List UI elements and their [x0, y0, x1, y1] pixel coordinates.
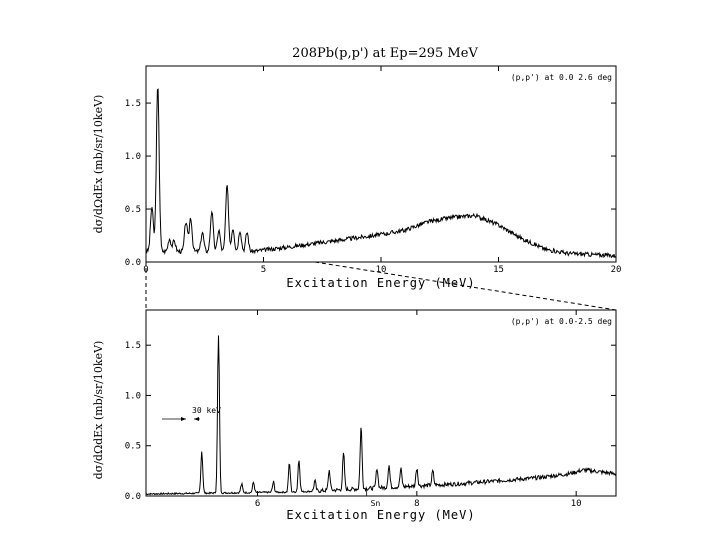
resolution-label: 30 keV: [192, 406, 221, 415]
top-ytick-label: 0.0: [125, 258, 141, 268]
sn-threshold-label: Sn: [371, 499, 381, 508]
zoom-line-right: [314, 261, 617, 311]
bottom-xtick-label: 8: [414, 499, 419, 509]
bottom-annotation: (p,p') at 0.0-2.5 deg: [511, 317, 612, 326]
bottom-xtick-label: 6: [255, 499, 260, 509]
bottom-ytick-label: 0.5: [125, 442, 141, 452]
top-xtick-label: 5: [261, 265, 266, 275]
top-xtick-label: 20: [611, 265, 622, 275]
top-ytick-label: 1.5: [125, 99, 141, 109]
top-ytick-label: 1.0: [125, 152, 141, 162]
top-xtick-label: 10: [376, 265, 387, 275]
bottom-spectrum-line: [145, 335, 617, 496]
top-ytick-label: 0.5: [125, 205, 141, 215]
top-xtick-label: 15: [493, 265, 504, 275]
resolution-marker: 30 keV: [162, 406, 221, 421]
bottom-ytick-label: 1.0: [125, 391, 141, 401]
bottom-ytick-label: 1.5: [125, 341, 141, 351]
bottom-xtick-label: 10: [571, 499, 582, 509]
bottom-ylabel: dσ/dΩdEx (mb/sr/10keV): [92, 341, 105, 480]
bottom-plot-frame: [145, 309, 617, 497]
sn-threshold-marker: Sn: [366, 488, 381, 508]
chart-title: 208Pb(p,p') at Ep=295 MeV: [292, 46, 478, 61]
top-ylabel: dσ/dΩdEx (mb/sr/10keV): [92, 95, 105, 234]
top-annotation: (p,p') at 0.0 2.6 deg: [511, 73, 612, 82]
bottom-xlabel: Excitation Energy (MeV): [286, 508, 475, 522]
top-axis-ticks: 051015200.00.51.01.5: [125, 66, 622, 275]
top-spectrum-line: [145, 88, 617, 259]
bottom-axis-ticks: 6 8 10 0.0 0.5 1.0 1.5: [125, 310, 616, 509]
bottom-ytick-label: 0.0: [125, 492, 141, 502]
